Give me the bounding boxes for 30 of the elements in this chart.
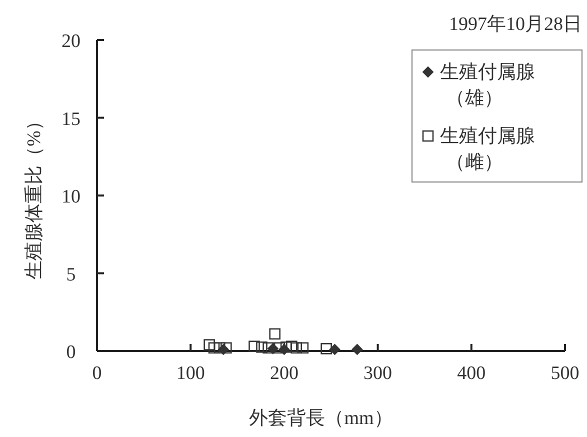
point (220, 342, 232, 354)
x-tick-label: 400 (457, 363, 486, 384)
y-tick-label: 10 (62, 186, 80, 208)
x-tick-label: 300 (364, 363, 392, 384)
legend-label: 生殖付属腺（雌） (440, 126, 535, 173)
point (248, 340, 260, 352)
point (269, 328, 280, 340)
point (204, 339, 215, 350)
x-tick-label: 100 (176, 363, 205, 384)
point (352, 344, 363, 355)
point (280, 341, 292, 353)
point (286, 340, 298, 352)
y-tick-label: 0 (66, 342, 76, 363)
y-tick-label: 20 (62, 31, 80, 52)
x-tick-label: 500 (550, 363, 580, 384)
point (320, 343, 332, 354)
point (297, 342, 309, 354)
point (208, 342, 220, 354)
y-tick-label: 15 (62, 108, 80, 130)
point (214, 342, 226, 354)
legend-label: 生殖付属腺（雄） (440, 62, 535, 109)
point (290, 342, 302, 354)
x-tick-label: 200 (270, 363, 298, 384)
x-tick-label: 0 (92, 363, 102, 384)
x-axis-title: 外套背長（mm） (249, 408, 393, 429)
text: 1997年10月28日 (449, 14, 582, 35)
y-tick-label: 5 (66, 264, 76, 286)
point (256, 341, 268, 353)
y-axis-title: 生殖腺体重比（%） (24, 112, 45, 280)
point (262, 342, 274, 354)
